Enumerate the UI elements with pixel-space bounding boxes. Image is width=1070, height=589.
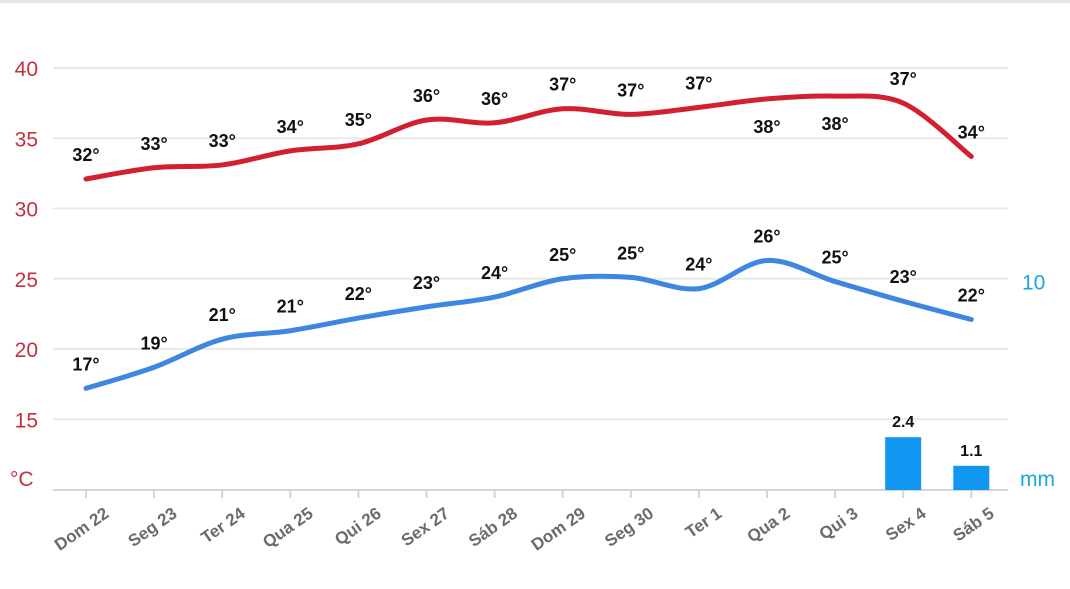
x-tick-label: Sáb 5 xyxy=(950,504,998,546)
precipitation-bars xyxy=(885,437,990,490)
max-temp-label: 37° xyxy=(617,80,644,100)
y-tick-label: 40 xyxy=(15,58,38,81)
min-temp-label: 26° xyxy=(753,226,780,246)
x-tick-label: Qui 26 xyxy=(331,504,384,549)
min-temp-label: 23° xyxy=(890,267,917,287)
max-temp-label: 32° xyxy=(72,145,99,165)
x-tick-label: Qui 3 xyxy=(816,504,862,544)
grid-lines xyxy=(53,67,1008,491)
y-tick-label: 25 xyxy=(15,269,38,292)
x-tick-label: Sex 4 xyxy=(882,503,930,544)
min-temp-label: 23° xyxy=(413,273,440,293)
precip-bar xyxy=(953,465,990,490)
y-tick-label: 20 xyxy=(15,339,38,362)
min-temp-label: 25° xyxy=(549,245,576,265)
temp-unit-label: °C xyxy=(10,468,34,491)
min-temp-label: 22° xyxy=(345,284,372,304)
x-tick-label: Ter 1 xyxy=(682,504,725,542)
x-tick-label: Sáb 28 xyxy=(465,504,521,551)
min-temp-label: 24° xyxy=(481,263,508,283)
x-tick-label: Sex 27 xyxy=(398,504,453,550)
x-tick-label: Seg 30 xyxy=(601,504,657,551)
x-tick-label: Qua 25 xyxy=(259,504,316,552)
min-temp-label: 25° xyxy=(617,243,644,263)
max-temp-line xyxy=(83,93,974,182)
max-temp-label: 34° xyxy=(958,123,985,143)
precip-bar xyxy=(885,437,922,490)
data-labels: 32° 33° 33° 34° 35° 36° 36° 37° 37° 37° 38° 38° 37° 3… xyxy=(72,69,985,460)
max-temp-label: 35° xyxy=(345,110,372,130)
min-temp-label: 21° xyxy=(277,297,304,317)
x-tick-label: Ter 24 xyxy=(198,503,249,547)
min-temp-label: 21° xyxy=(209,305,236,325)
precip-label: 1.1 xyxy=(960,443,982,460)
max-temp-label: 37° xyxy=(685,73,712,93)
x-tick-label: Qua 2 xyxy=(744,504,794,547)
max-temp-label: 38° xyxy=(821,114,848,134)
max-temp-label: 37° xyxy=(549,75,576,95)
max-temp-label: 33° xyxy=(209,131,236,151)
y-tick-label: 15 xyxy=(15,409,38,432)
min-temp-label: 19° xyxy=(140,333,167,353)
y-axis-left: 40 35 30 25 20 15 °C xyxy=(10,58,38,491)
min-temp-label: 24° xyxy=(685,255,712,275)
max-temp-label: 36° xyxy=(481,89,508,109)
min-temp-label: 25° xyxy=(821,248,848,268)
min-temp-label: 17° xyxy=(72,354,99,374)
rain-axis-tick: 10 xyxy=(1022,272,1045,295)
x-tick-label: Dom 29 xyxy=(528,504,589,555)
min-temp-label: 22° xyxy=(958,285,985,305)
max-temp-label: 34° xyxy=(277,117,304,137)
y-tick-label: 30 xyxy=(15,199,38,222)
max-temp-label: 38° xyxy=(753,117,780,137)
x-tick-label: Seg 23 xyxy=(125,504,181,551)
temperature-lines xyxy=(83,93,974,391)
min-temp-line xyxy=(83,257,974,391)
max-temp-label: 37° xyxy=(890,69,917,89)
top-divider xyxy=(0,0,1070,3)
x-tick-label: Dom 22 xyxy=(51,504,112,555)
y-tick-label: 35 xyxy=(15,128,38,151)
rain-unit-label: mm xyxy=(1020,468,1055,491)
max-temp-label: 36° xyxy=(413,86,440,106)
y-axis-right: 10 mm xyxy=(1020,272,1055,491)
max-temp-label: 33° xyxy=(140,134,167,154)
precip-label: 2.4 xyxy=(892,414,914,431)
x-axis: Dom 22 Seg 23 Ter 24 Qua 25 Qui 26 Sex 27 Sáb … xyxy=(51,490,998,555)
